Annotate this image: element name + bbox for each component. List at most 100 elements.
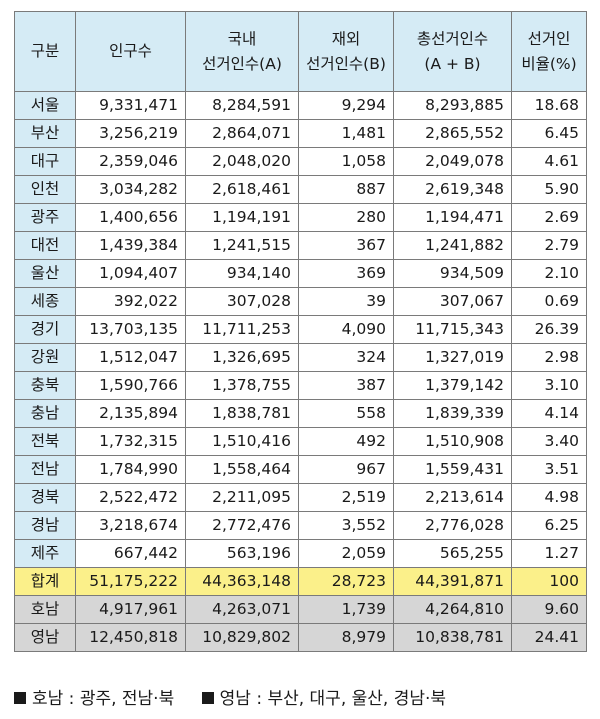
- value-cell: 0.69: [511, 287, 587, 316]
- value-cell: 10,838,781: [393, 623, 512, 652]
- value-cell: 1,400,656: [75, 203, 186, 232]
- value-cell: 4.61: [511, 147, 587, 176]
- table-row: 경북 2,522,472 2,211,095 2,519 2,213,614 4.98: [14, 483, 587, 512]
- value-cell: 1,732,315: [75, 427, 186, 456]
- value-cell: 1,784,990: [75, 455, 186, 484]
- value-cell: 2.79: [511, 231, 587, 260]
- table-row: 전북 1,732,315 1,510,416 492 1,510,908 3.40: [14, 427, 587, 456]
- value-cell: 1,510,416: [185, 427, 299, 456]
- row-label-cell: 경북: [14, 483, 76, 512]
- value-cell: 8,284,591: [185, 91, 299, 120]
- region-row: 호남 4,917,961 4,263,071 1,739 4,264,810 9.60: [14, 595, 587, 624]
- value-cell: 369: [298, 259, 394, 288]
- value-cell: 1,439,384: [75, 231, 186, 260]
- table-body: 서울 9,331,471 8,284,591 9,294 8,293,885 18.68 부…: [14, 91, 587, 652]
- value-cell: 44,391,871: [393, 567, 512, 596]
- header-domestic-voters: 국내 선거인수(A): [185, 11, 299, 92]
- header-population: 인구수: [75, 11, 186, 92]
- legend-item-yeongnam: 영남 : 부산, 대구, 울산, 경남·북: [201, 684, 446, 709]
- value-cell: 9,331,471: [75, 91, 186, 120]
- table-row: 대구 2,359,046 2,048,020 1,058 2,049,078 4.61: [14, 147, 587, 176]
- value-cell: 4,263,071: [185, 595, 299, 624]
- value-cell: 10,829,802: [185, 623, 299, 652]
- value-cell: 2,619,348: [393, 175, 512, 204]
- value-cell: 1,558,464: [185, 455, 299, 484]
- value-cell: 2,048,020: [185, 147, 299, 176]
- voter-table-container: 구분 인구수 국내 선거인수(A) 재외 선거인수(B) 총선거인수 (A + …: [14, 11, 587, 652]
- row-label-cell: 울산: [14, 259, 76, 288]
- value-cell: 2.69: [511, 203, 587, 232]
- table-row: 충북 1,590,766 1,378,755 387 1,379,142 3.10: [14, 371, 587, 400]
- value-cell: 1,512,047: [75, 343, 186, 372]
- value-cell: 24.41: [511, 623, 587, 652]
- table-row: 서울 9,331,471 8,284,591 9,294 8,293,885 18.68: [14, 91, 587, 120]
- value-cell: 3,552: [298, 511, 394, 540]
- row-label-cell: 전남: [14, 455, 76, 484]
- value-cell: 1,241,515: [185, 231, 299, 260]
- value-cell: 8,293,885: [393, 91, 512, 120]
- value-cell: 2,772,476: [185, 511, 299, 540]
- value-cell: 558: [298, 399, 394, 428]
- row-label-cell: 전북: [14, 427, 76, 456]
- row-label-cell: 광주: [14, 203, 76, 232]
- value-cell: 887: [298, 175, 394, 204]
- row-label-cell: 호남: [14, 595, 76, 624]
- value-cell: 1,379,142: [393, 371, 512, 400]
- value-cell: 307,028: [185, 287, 299, 316]
- value-cell: 2,522,472: [75, 483, 186, 512]
- row-label-cell: 세종: [14, 287, 76, 316]
- table-row: 세종 392,022 307,028 39 307,067 0.69: [14, 287, 587, 316]
- value-cell: 492: [298, 427, 394, 456]
- value-cell: 3,256,219: [75, 119, 186, 148]
- value-cell: 3.10: [511, 371, 587, 400]
- value-cell: 1,094,407: [75, 259, 186, 288]
- value-cell: 1,838,781: [185, 399, 299, 428]
- value-cell: 13,703,135: [75, 315, 186, 344]
- row-label-cell: 경남: [14, 511, 76, 540]
- value-cell: 100: [511, 567, 587, 596]
- value-cell: 667,442: [75, 539, 186, 568]
- value-cell: 1,510,908: [393, 427, 512, 456]
- value-cell: 4,264,810: [393, 595, 512, 624]
- total-row: 합계 51,175,222 44,363,148 28,723 44,391,871 10…: [14, 567, 587, 596]
- value-cell: 1,327,019: [393, 343, 512, 372]
- value-cell: 1,378,755: [185, 371, 299, 400]
- value-cell: 367: [298, 231, 394, 260]
- header-row: 구분 인구수 국내 선거인수(A) 재외 선거인수(B) 총선거인수 (A + …: [14, 11, 587, 92]
- row-label-cell: 충남: [14, 399, 76, 428]
- value-cell: 9,294: [298, 91, 394, 120]
- voter-statistics-table: 구분 인구수 국내 선거인수(A) 재외 선거인수(B) 총선거인수 (A + …: [14, 11, 587, 652]
- header-overseas-voters: 재외 선거인수(B): [298, 11, 394, 92]
- value-cell: 565,255: [393, 539, 512, 568]
- value-cell: 3.51: [511, 455, 587, 484]
- value-cell: 2.10: [511, 259, 587, 288]
- value-cell: 2,519: [298, 483, 394, 512]
- value-cell: 280: [298, 203, 394, 232]
- value-cell: 4.14: [511, 399, 587, 428]
- value-cell: 51,175,222: [75, 567, 186, 596]
- value-cell: 2,059: [298, 539, 394, 568]
- value-cell: 324: [298, 343, 394, 372]
- value-cell: 2,359,046: [75, 147, 186, 176]
- legend-item-honam: 호남 : 광주, 전남·북: [14, 684, 174, 709]
- value-cell: 3,218,674: [75, 511, 186, 540]
- value-cell: 8,979: [298, 623, 394, 652]
- row-label-cell: 대구: [14, 147, 76, 176]
- value-cell: 1,241,882: [393, 231, 512, 260]
- value-cell: 6.45: [511, 119, 587, 148]
- square-bullet-icon: [14, 692, 26, 704]
- value-cell: 3,034,282: [75, 175, 186, 204]
- value-cell: 563,196: [185, 539, 299, 568]
- table-row: 전남 1,784,990 1,558,464 967 1,559,431 3.51: [14, 455, 587, 484]
- value-cell: 6.25: [511, 511, 587, 540]
- value-cell: 1,058: [298, 147, 394, 176]
- table-row: 경남 3,218,674 2,772,476 3,552 2,776,028 6.25: [14, 511, 587, 540]
- table-row: 강원 1,512,047 1,326,695 324 1,327,019 2.98: [14, 343, 587, 372]
- value-cell: 967: [298, 455, 394, 484]
- table-row: 제주 667,442 563,196 2,059 565,255 1.27: [14, 539, 587, 568]
- value-cell: 2,865,552: [393, 119, 512, 148]
- header-category: 구분: [14, 11, 76, 92]
- value-cell: 2,135,894: [75, 399, 186, 428]
- row-label-cell: 서울: [14, 91, 76, 120]
- value-cell: 4,090: [298, 315, 394, 344]
